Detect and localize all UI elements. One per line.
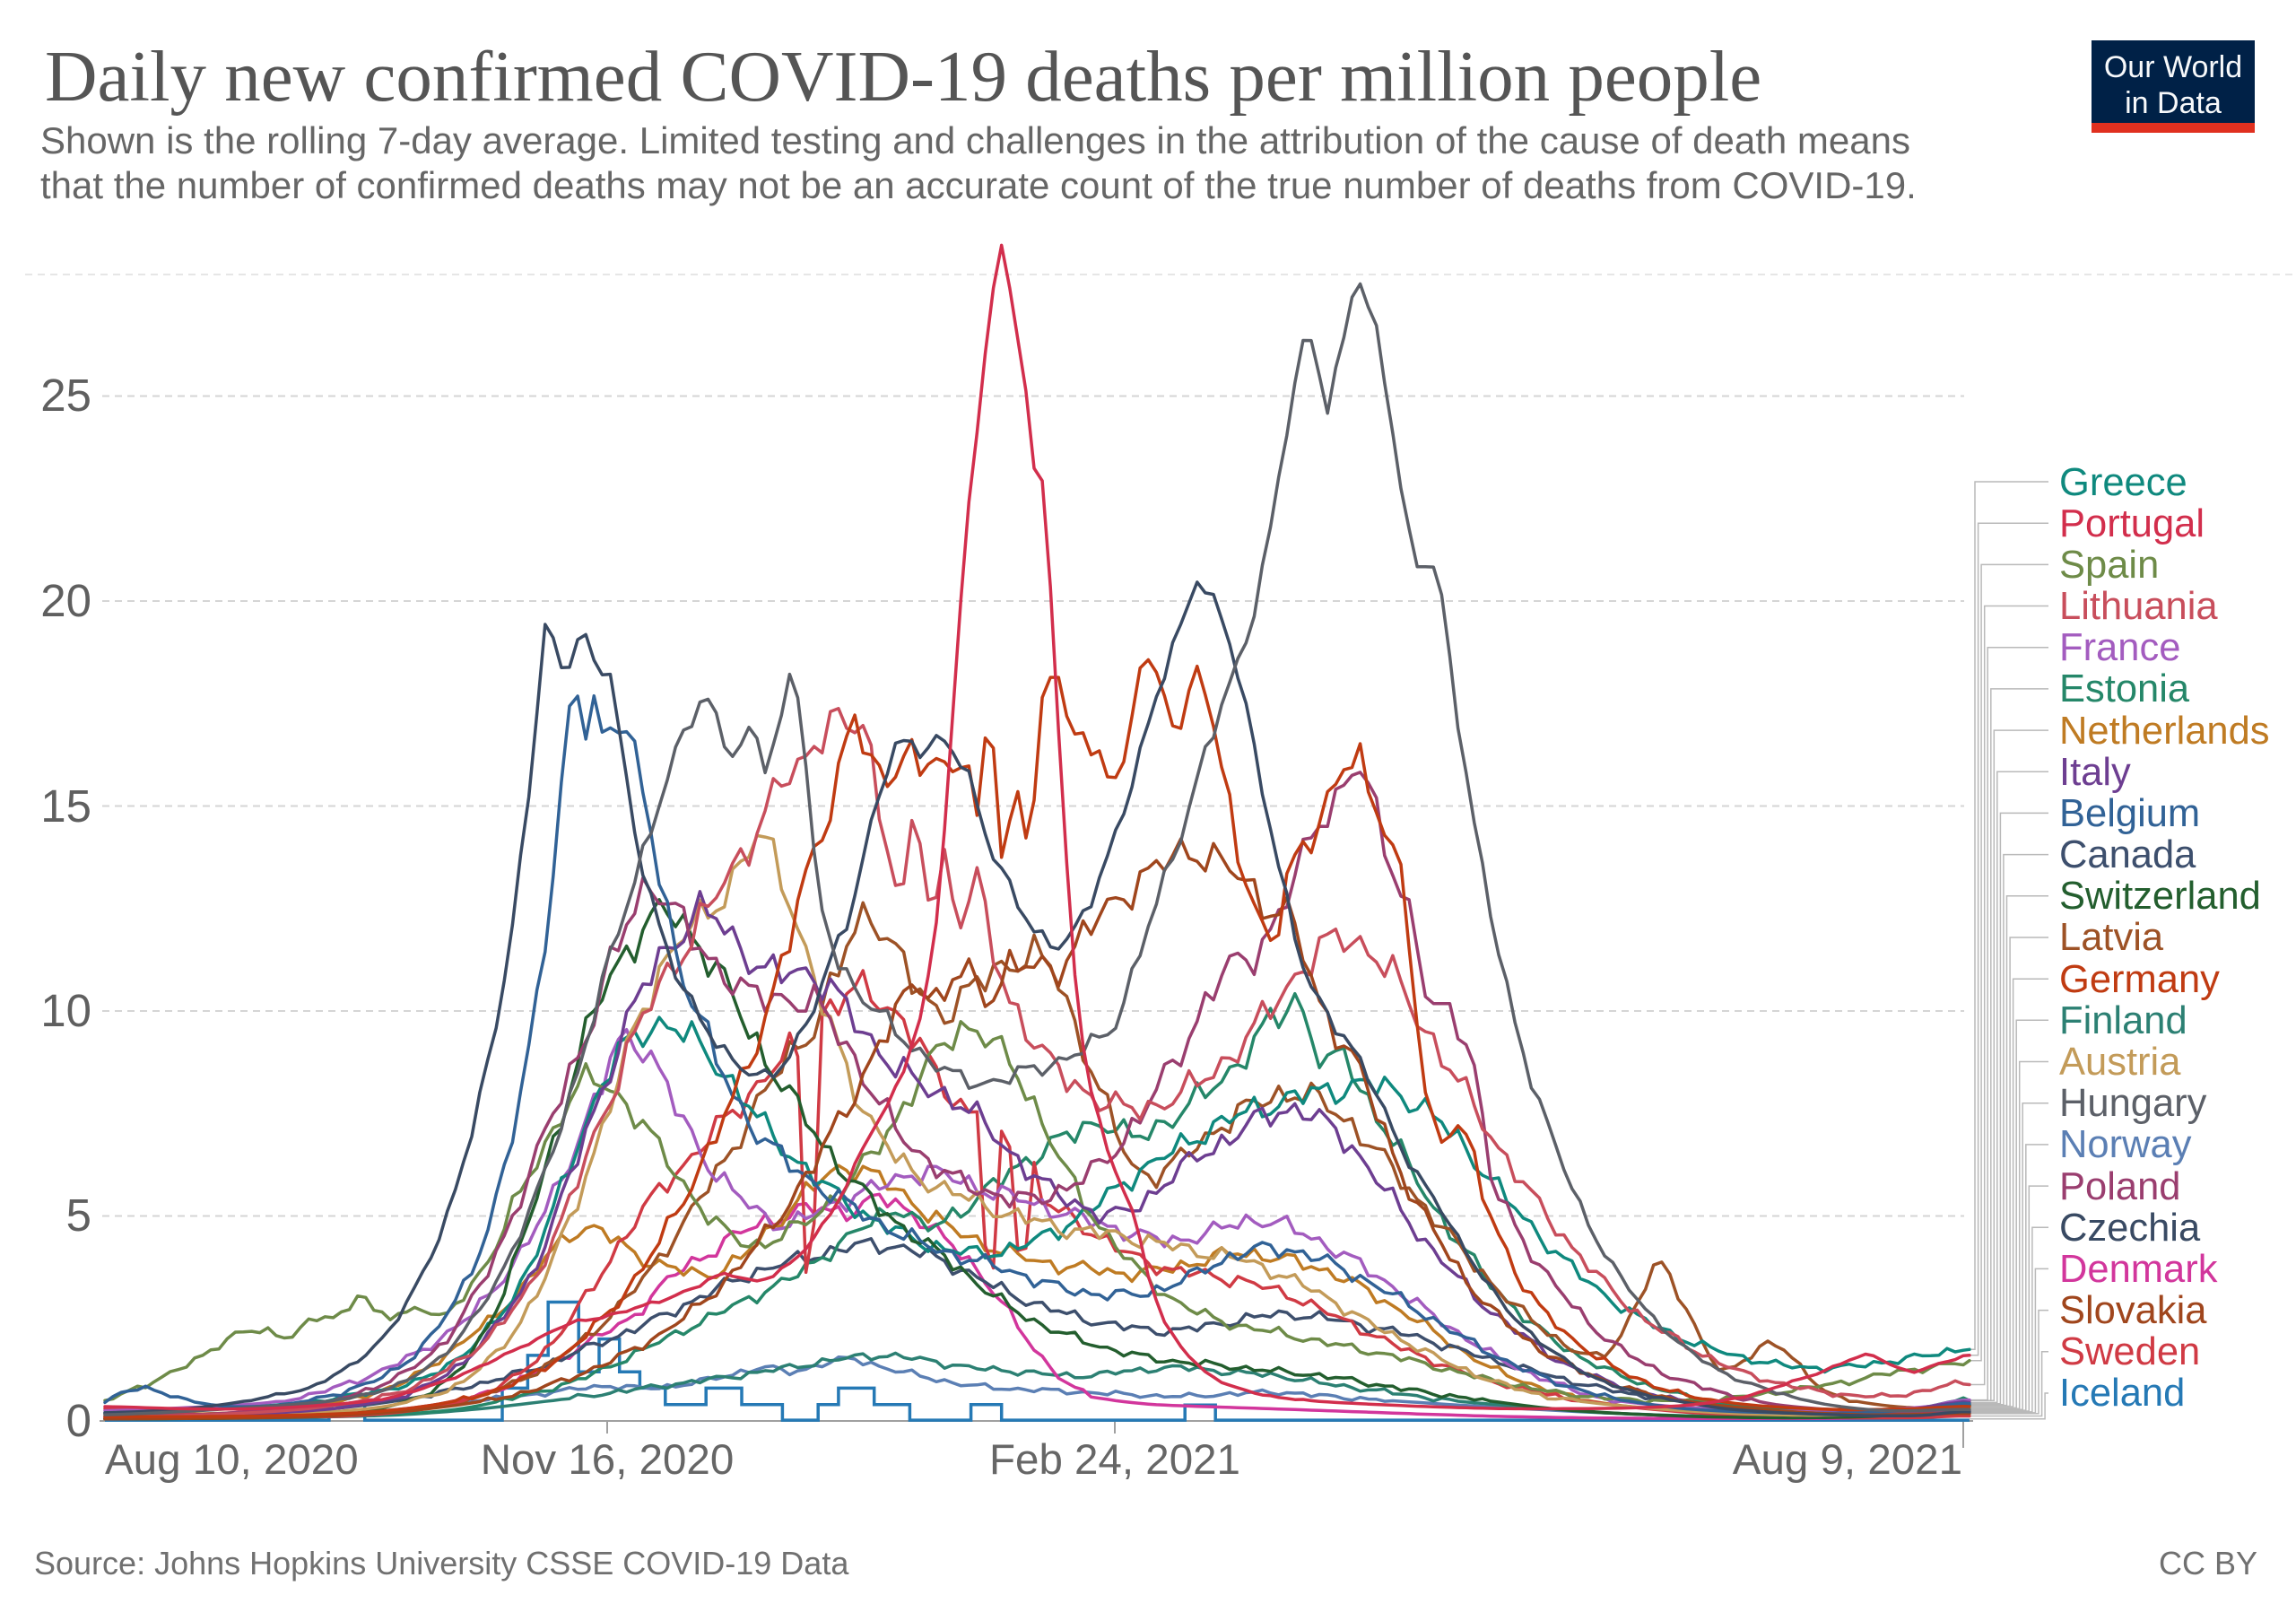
svg-text:20: 20 [40, 575, 91, 626]
svg-text:Poland: Poland [2059, 1165, 2180, 1208]
svg-text:Latvia: Latvia [2059, 916, 2164, 959]
svg-text:15: 15 [40, 780, 91, 832]
svg-text:Slovakia: Slovakia [2059, 1289, 2207, 1332]
svg-text:Hungary: Hungary [2059, 1082, 2207, 1125]
svg-text:Czechia: Czechia [2059, 1207, 2201, 1250]
svg-text:Source: Johns Hopkins Universi: Source: Johns Hopkins University CSSE CO… [34, 1545, 849, 1582]
svg-text:10: 10 [40, 985, 91, 1036]
svg-text:Italy: Italy [2059, 751, 2131, 794]
svg-text:5: 5 [66, 1190, 91, 1241]
svg-text:Feb 24, 2021: Feb 24, 2021 [989, 1436, 1240, 1484]
svg-text:Shown is the rolling 7-day ave: Shown is the rolling 7-day average. Limi… [40, 119, 1910, 161]
svg-text:Aug 10, 2020: Aug 10, 2020 [105, 1436, 359, 1484]
svg-text:that the number of confirmed d: that the number of confirmed deaths may … [40, 164, 1917, 206]
svg-text:0: 0 [66, 1395, 91, 1446]
svg-text:Nov 16, 2020: Nov 16, 2020 [481, 1436, 735, 1484]
svg-text:Portugal: Portugal [2059, 502, 2205, 545]
svg-text:France: France [2059, 626, 2180, 669]
svg-text:Canada: Canada [2059, 833, 2196, 876]
svg-text:Estonia: Estonia [2059, 667, 2190, 710]
svg-text:Switzerland: Switzerland [2059, 875, 2261, 918]
svg-text:Denmark: Denmark [2059, 1248, 2218, 1291]
svg-text:Germany: Germany [2059, 958, 2220, 1001]
svg-text:Finland: Finland [2059, 999, 2187, 1042]
svg-text:in Data: in Data [2125, 86, 2222, 120]
svg-text:Sweden: Sweden [2059, 1330, 2200, 1373]
svg-text:Norway: Norway [2059, 1123, 2192, 1166]
svg-text:CC BY: CC BY [2159, 1545, 2257, 1582]
svg-text:25: 25 [40, 370, 91, 421]
svg-text:Austria: Austria [2059, 1041, 2181, 1084]
svg-text:Belgium: Belgium [2059, 792, 2200, 835]
svg-text:Lithuania: Lithuania [2059, 585, 2218, 628]
svg-text:Aug 9, 2021: Aug 9, 2021 [1733, 1436, 1962, 1484]
svg-text:Iceland: Iceland [2059, 1372, 2185, 1415]
svg-text:Daily new confirmed COVID-19 d: Daily new confirmed COVID-19 deaths per … [45, 36, 1761, 117]
svg-text:Our World: Our World [2104, 50, 2242, 84]
svg-text:Netherlands: Netherlands [2059, 710, 2270, 753]
svg-text:Greece: Greece [2059, 461, 2187, 504]
svg-text:Spain: Spain [2059, 544, 2159, 587]
